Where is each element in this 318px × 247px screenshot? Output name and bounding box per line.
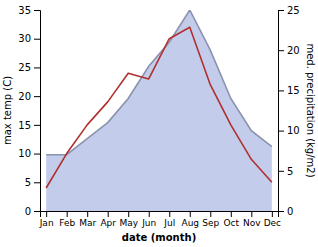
area (46, 10, 272, 211)
line (46, 27, 272, 188)
tick-label: 20 (18, 91, 31, 102)
tick-mark (108, 211, 109, 217)
tick-mark (278, 10, 284, 11)
tick-label: 5 (287, 166, 293, 177)
tick: 15 (18, 120, 40, 131)
tick-mark (251, 211, 252, 217)
tick: Jul (163, 211, 175, 228)
tick-label: 0 (25, 206, 31, 217)
axis-line (279, 11, 285, 212)
tick-mark (231, 211, 232, 217)
tick: 0 (25, 206, 40, 217)
tick-mark (272, 211, 273, 217)
tick-mark (34, 39, 40, 40)
tick-label: 15 (287, 85, 300, 96)
plot-area: Jan Feb Mar AprMayJun Jul AugSep OctNovDec 0 5 10… (18, 5, 299, 229)
tick-label: 25 (18, 62, 31, 73)
tick-mark (278, 171, 284, 172)
tick: Mar (79, 211, 96, 228)
x-axis: Jan Feb Mar AprMayJun Jul AugSep OctNovDec (39, 211, 281, 228)
tick-label: 25 (287, 5, 300, 16)
tick: 35 (18, 5, 40, 16)
y-axis-title: max temp (C) (2, 76, 13, 145)
tick: Oct (224, 211, 240, 228)
tick-label: Jan (39, 218, 54, 228)
tick-mark (34, 67, 40, 68)
tick-mark (34, 10, 40, 11)
tick-mark (34, 96, 40, 97)
tick-label: Aug (181, 218, 199, 228)
tick-mark (128, 211, 129, 217)
tick-mark (278, 50, 284, 51)
tick-mark (87, 211, 88, 217)
tick-mark (278, 90, 284, 91)
x-axis-title: date (month) (122, 232, 196, 243)
tick: 25 (18, 62, 40, 73)
y2-axis-title: med. precipitation (kg/m2) (305, 43, 316, 177)
tick-label: 35 (18, 5, 31, 16)
tick: Dec (264, 211, 281, 228)
tick: 10 (18, 148, 40, 159)
tick: 10 (278, 125, 300, 136)
tick: 20 (278, 45, 300, 56)
marks (46, 10, 272, 211)
chart: Jan Feb Mar AprMayJun Jul AugSep OctNovDec 0 5 10… (0, 0, 318, 247)
tick-mark (46, 211, 47, 217)
tick-mark (278, 131, 284, 132)
tick: 0 (278, 206, 293, 217)
tick-label: 0 (287, 206, 293, 217)
tick-label: Nov (243, 218, 261, 228)
area-edge (46, 10, 272, 155)
tick-label: 5 (25, 177, 31, 188)
tick-mark (278, 211, 284, 212)
tick-label: Oct (224, 218, 240, 228)
y-axis: 0 5 10 15 20 25 30 35 (18, 5, 40, 217)
tick-label: Sep (202, 218, 219, 228)
tick-mark (210, 211, 211, 217)
tick: 20 (18, 91, 40, 102)
tick-label: 20 (287, 45, 300, 56)
tick: Jan (39, 211, 54, 228)
tick-label: 30 (18, 33, 31, 44)
tick: 5 (278, 166, 293, 177)
tick: 30 (18, 33, 40, 44)
tick: May (119, 211, 138, 228)
tick: Jun (141, 211, 156, 228)
tick-mark (190, 211, 191, 217)
tick: 5 (25, 177, 40, 188)
tick: Aug (181, 211, 199, 228)
tick: 25 (278, 5, 300, 16)
tick-mark (34, 182, 40, 183)
y2-axis: 0 5 10 15 20 25 (278, 5, 300, 217)
tick-label: May (119, 218, 138, 228)
tick: Feb (59, 211, 75, 228)
tick-label: 15 (18, 120, 31, 131)
tick-mark (149, 211, 150, 217)
tick-mark (34, 211, 40, 212)
tick-mark (67, 211, 68, 217)
tick-label: Jul (163, 218, 175, 228)
tick-mark (34, 154, 40, 155)
tick-label: Mar (79, 218, 96, 228)
tick-label: Feb (59, 218, 75, 228)
tick: Sep (202, 211, 219, 228)
tick: Nov (243, 211, 261, 228)
tick-label: Jun (141, 218, 156, 228)
tick: 15 (278, 85, 300, 96)
tick: Apr (100, 211, 116, 228)
tick-label: Apr (100, 218, 116, 228)
tick-label: 10 (18, 148, 31, 159)
tick-label: Dec (264, 218, 281, 228)
axis-line (34, 11, 41, 212)
tick-mark (34, 125, 40, 126)
tick-mark (169, 211, 170, 217)
axis-line (41, 212, 279, 218)
tick-label: 10 (287, 125, 300, 136)
